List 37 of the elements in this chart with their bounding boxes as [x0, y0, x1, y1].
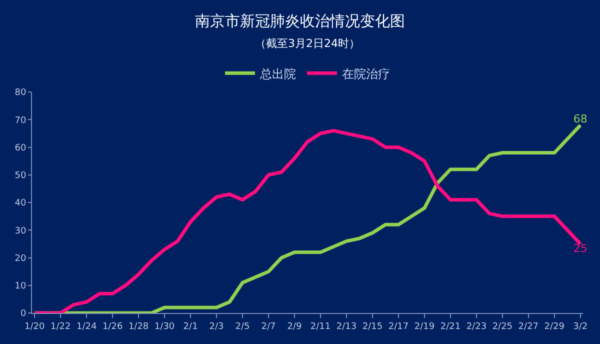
- x-tick-label: 2/17: [388, 322, 409, 332]
- x-tick-label: 2/23: [466, 322, 487, 332]
- x-tick-label: 2/1: [183, 322, 198, 332]
- x-tick-label: 1/30: [154, 322, 175, 332]
- x-tick-label: 2/25: [492, 322, 513, 332]
- legend-label: 总出院: [259, 66, 296, 81]
- x-tick-label: 1/28: [128, 322, 149, 332]
- x-tick-label: 1/24: [76, 322, 97, 332]
- x-tick-label: 2/9: [287, 322, 302, 332]
- x-tick-label: 2/27: [518, 322, 539, 332]
- chart-subtitle: （截至3月2日24时）: [255, 37, 360, 50]
- chart-title: 南京市新冠肺炎收治情况变化图: [195, 12, 405, 30]
- x-tick-label: 2/15: [362, 322, 383, 332]
- data-label: 68: [573, 112, 588, 126]
- x-tick-label: 2/21: [440, 322, 461, 332]
- data-label: 25: [573, 242, 588, 256]
- x-tick-label: 2/5: [235, 322, 250, 332]
- y-tick-label: 30: [14, 226, 26, 236]
- y-tick-label: 10: [14, 282, 26, 292]
- legend-label: 在院治疗: [342, 66, 390, 81]
- x-tick-label: 2/19: [414, 322, 435, 332]
- x-tick-label: 2/29: [544, 322, 565, 332]
- y-tick-label: 50: [14, 171, 26, 182]
- x-tick-label: 3/2: [573, 322, 588, 332]
- x-tick-label: 2/11: [310, 322, 331, 332]
- y-tick-label: 20: [14, 254, 26, 264]
- y-tick-label: 80: [14, 88, 26, 98]
- x-tick-label: 2/7: [261, 322, 276, 332]
- y-tick-label: 60: [14, 143, 26, 154]
- x-tick-label: 1/26: [102, 322, 123, 332]
- x-tick-label: 1/22: [50, 322, 71, 332]
- x-tick-label: 2/13: [336, 322, 357, 332]
- x-tick-label: 1/20: [24, 322, 45, 332]
- y-tick-label: 40: [14, 198, 26, 209]
- y-tick-label: 70: [14, 116, 26, 126]
- y-tick-label: 0: [20, 309, 26, 320]
- x-tick-label: 2/3: [209, 322, 224, 332]
